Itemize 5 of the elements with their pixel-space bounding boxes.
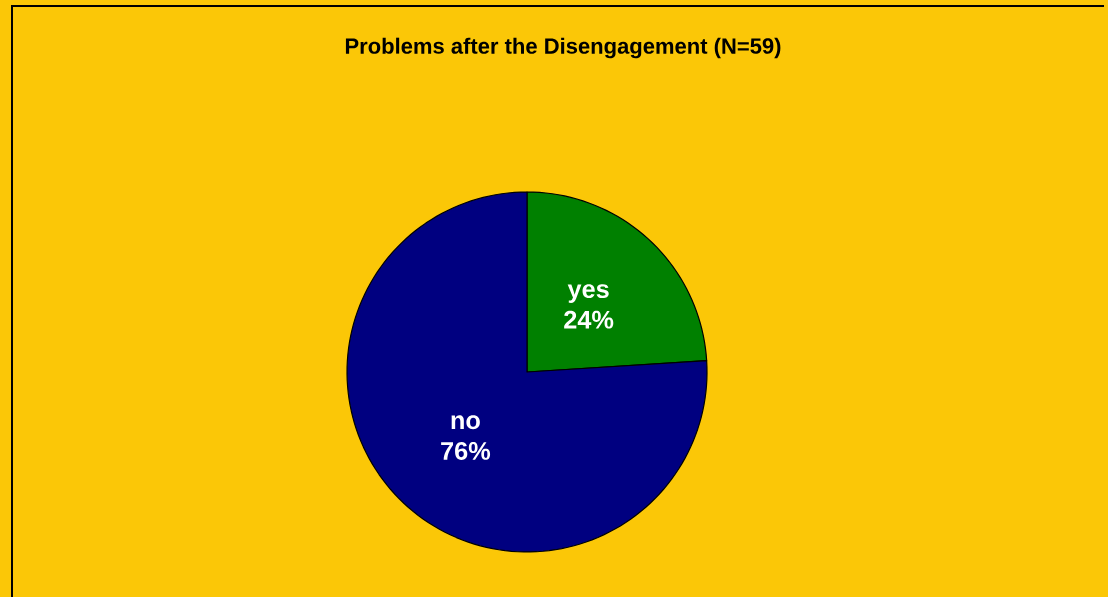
data-label: 24% xyxy=(564,310,614,329)
chart-title: Problems after the Disengagement (N=59) xyxy=(345,37,781,59)
slice-label: yes xyxy=(567,284,609,304)
slice-label: no xyxy=(451,415,480,430)
data-label: 76% xyxy=(441,441,491,460)
